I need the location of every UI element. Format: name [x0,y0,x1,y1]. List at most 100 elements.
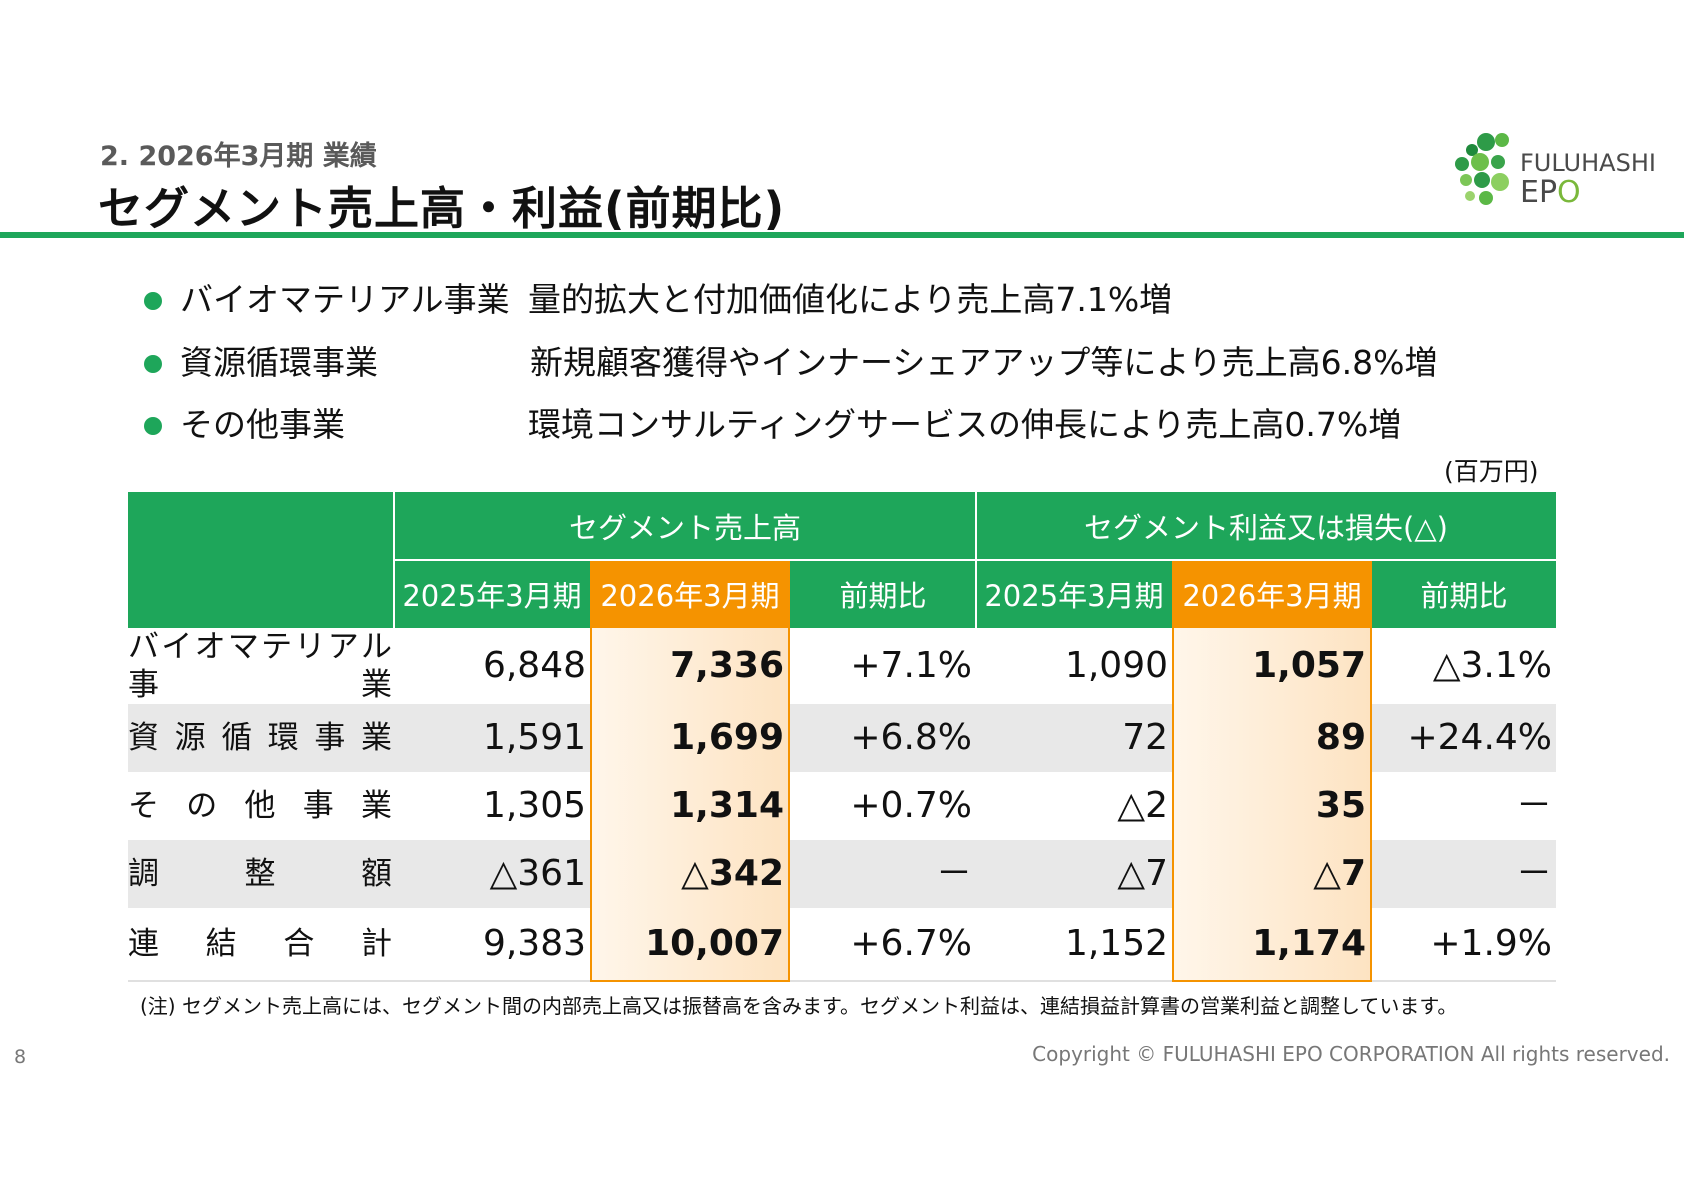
label-char: 合 [283,926,315,962]
bullet-item: バイオマテリアル事業 量的拡大と付加価値化により売上高7.1%増 [140,280,1540,320]
row-label: 連 結 合 計 [128,908,392,980]
label-char: 循 [221,720,253,756]
highlight-border [1172,628,1372,982]
label-char: 源 [174,720,206,756]
title-rule [0,232,1684,238]
highlight-border [590,628,790,982]
bullet-item: その他事業 環境コンサルティングサービスの伸長により売上高0.7%増 [140,405,1540,445]
table-cell: △7 [1117,853,1168,894]
label-char: 連 [128,926,159,962]
table-cell: +0.7% [850,785,972,826]
page-subtitle: 2. 2026年3月期 業績 [100,141,377,172]
table-cell: △342 [681,853,784,894]
table-cell: － [1515,785,1552,826]
table-cell: △3.1% [1432,645,1552,686]
bullet-dot-icon [144,417,162,435]
label-char: 環 [267,720,299,756]
table-cell: 1,152 [1064,923,1168,964]
table-cell: △2 [1117,785,1168,826]
logo-line1: FULUHASHI [1520,149,1656,177]
bullet-desc: 環境コンサルティングサービスの伸長により売上高0.7%増 [528,405,1402,444]
page-title: セグメント売上高・利益(前期比) [98,182,786,235]
table-cell: 1,057 [1252,645,1366,686]
table-cell: 1,305 [482,785,586,826]
table-cell: 89 [1315,717,1366,758]
page-number: 8 [14,1046,27,1068]
highlight-column [592,628,788,980]
table-cell: 1,174 [1252,923,1366,964]
highlight-column [1174,628,1370,980]
bullet-label: 資源循環事業 [180,343,378,382]
label-char: バ [128,629,159,665]
label-char: テ [261,629,293,665]
table-cell: 10,007 [645,923,784,964]
bullet-label: バイオマテリアル事業 [180,280,510,319]
table-cell: 35 [1315,785,1366,826]
bullet-dot-icon [144,292,162,310]
logo-line2a: EP [1520,175,1558,210]
green-dots-logo-icon [1455,133,1509,205]
table-cell: 72 [1122,717,1168,758]
bullet-desc: 新規顧客獲得やインナーシェアアップ等により売上高6.8%増 [530,343,1438,382]
table-cell: － [935,853,972,894]
table-cell: 6,848 [482,645,586,686]
table-cell: 9,383 [482,923,586,964]
row-label-line2: 事 業 [128,666,392,704]
row-label: そ の 他 事 業 [128,772,392,840]
label-char: 資 [128,720,159,756]
table-cell: △7 [1313,853,1366,894]
table-cell: △361 [489,853,586,894]
table-cell: 1,314 [670,785,784,826]
label-char: イ [161,629,193,665]
label-char: 結 [205,926,237,962]
label-char: 業 [360,720,392,756]
table-bottom-line [128,980,1556,982]
table-cell: 7,336 [670,645,784,686]
label-char: 業 [361,667,392,703]
col-header-current: 2026年3月期 [590,560,790,628]
label-char: リ [294,629,326,665]
company-logo: FULUHASHI EPO [1448,128,1668,212]
table-cell: +1.9% [1430,923,1552,964]
col-header-current: 2026年3月期 [1172,560,1372,628]
bullet-label: その他事業 [180,405,345,444]
label-char: ル [360,629,392,665]
label-char: 他 [244,788,276,824]
col-header: 2025年3月期 [394,560,590,628]
bullet-desc: 量的拡大と付加価値化により売上高7.1%増 [528,280,1173,319]
label-char: オ [194,629,226,665]
col-header: 前期比 [1372,560,1556,628]
row-label: 調 整 額 [128,840,392,908]
group-header-profit: セグメント利益又は損失(△) [976,492,1556,560]
table-cell: +6.8% [850,717,972,758]
table-cell: 1,090 [1064,645,1168,686]
divider [394,559,1556,561]
label-char: 事 [302,788,334,824]
table-cell: 1,699 [670,717,784,758]
segment-table: セグメント売上高 セグメント利益又は損失(△) 2025年3月期 2026年3月… [128,492,1556,986]
label-char: 調 [128,856,159,892]
table-cell: － [1515,853,1552,894]
row-label: 資 源 循 環 事 業 [128,704,392,772]
label-char: 事 [128,667,159,703]
label-char: 計 [360,926,392,962]
logo-line2b: O [1557,175,1581,210]
label-char: そ [128,788,159,824]
group-header-sales: セグメント売上高 [394,492,976,560]
label-char: 業 [361,788,392,824]
table-cell: +7.1% [850,645,972,686]
table-cell: +24.4% [1407,717,1552,758]
unit-label: (百万円) [1444,457,1539,486]
label-char: 整 [244,856,276,892]
label-char: 事 [314,720,346,756]
col-header: 前期比 [790,560,976,628]
footnote: (注) セグメント売上高には、セグメント間の内部売上高又は振替高を含みます。セグ… [140,994,1458,1018]
bullet-dot-icon [144,355,162,373]
bullet-item: 資源循環事業 新規顧客獲得やインナーシェアアップ等により売上高6.8%増 [140,343,1540,383]
label-char: ア [327,629,359,665]
copyright: Copyright © FULUHASHI EPO CORPORATION Al… [1032,1042,1670,1066]
table-cell: +6.7% [850,923,972,964]
label-char: 額 [361,856,392,892]
label-char: マ [227,629,259,665]
col-header: 2025年3月期 [976,560,1172,628]
